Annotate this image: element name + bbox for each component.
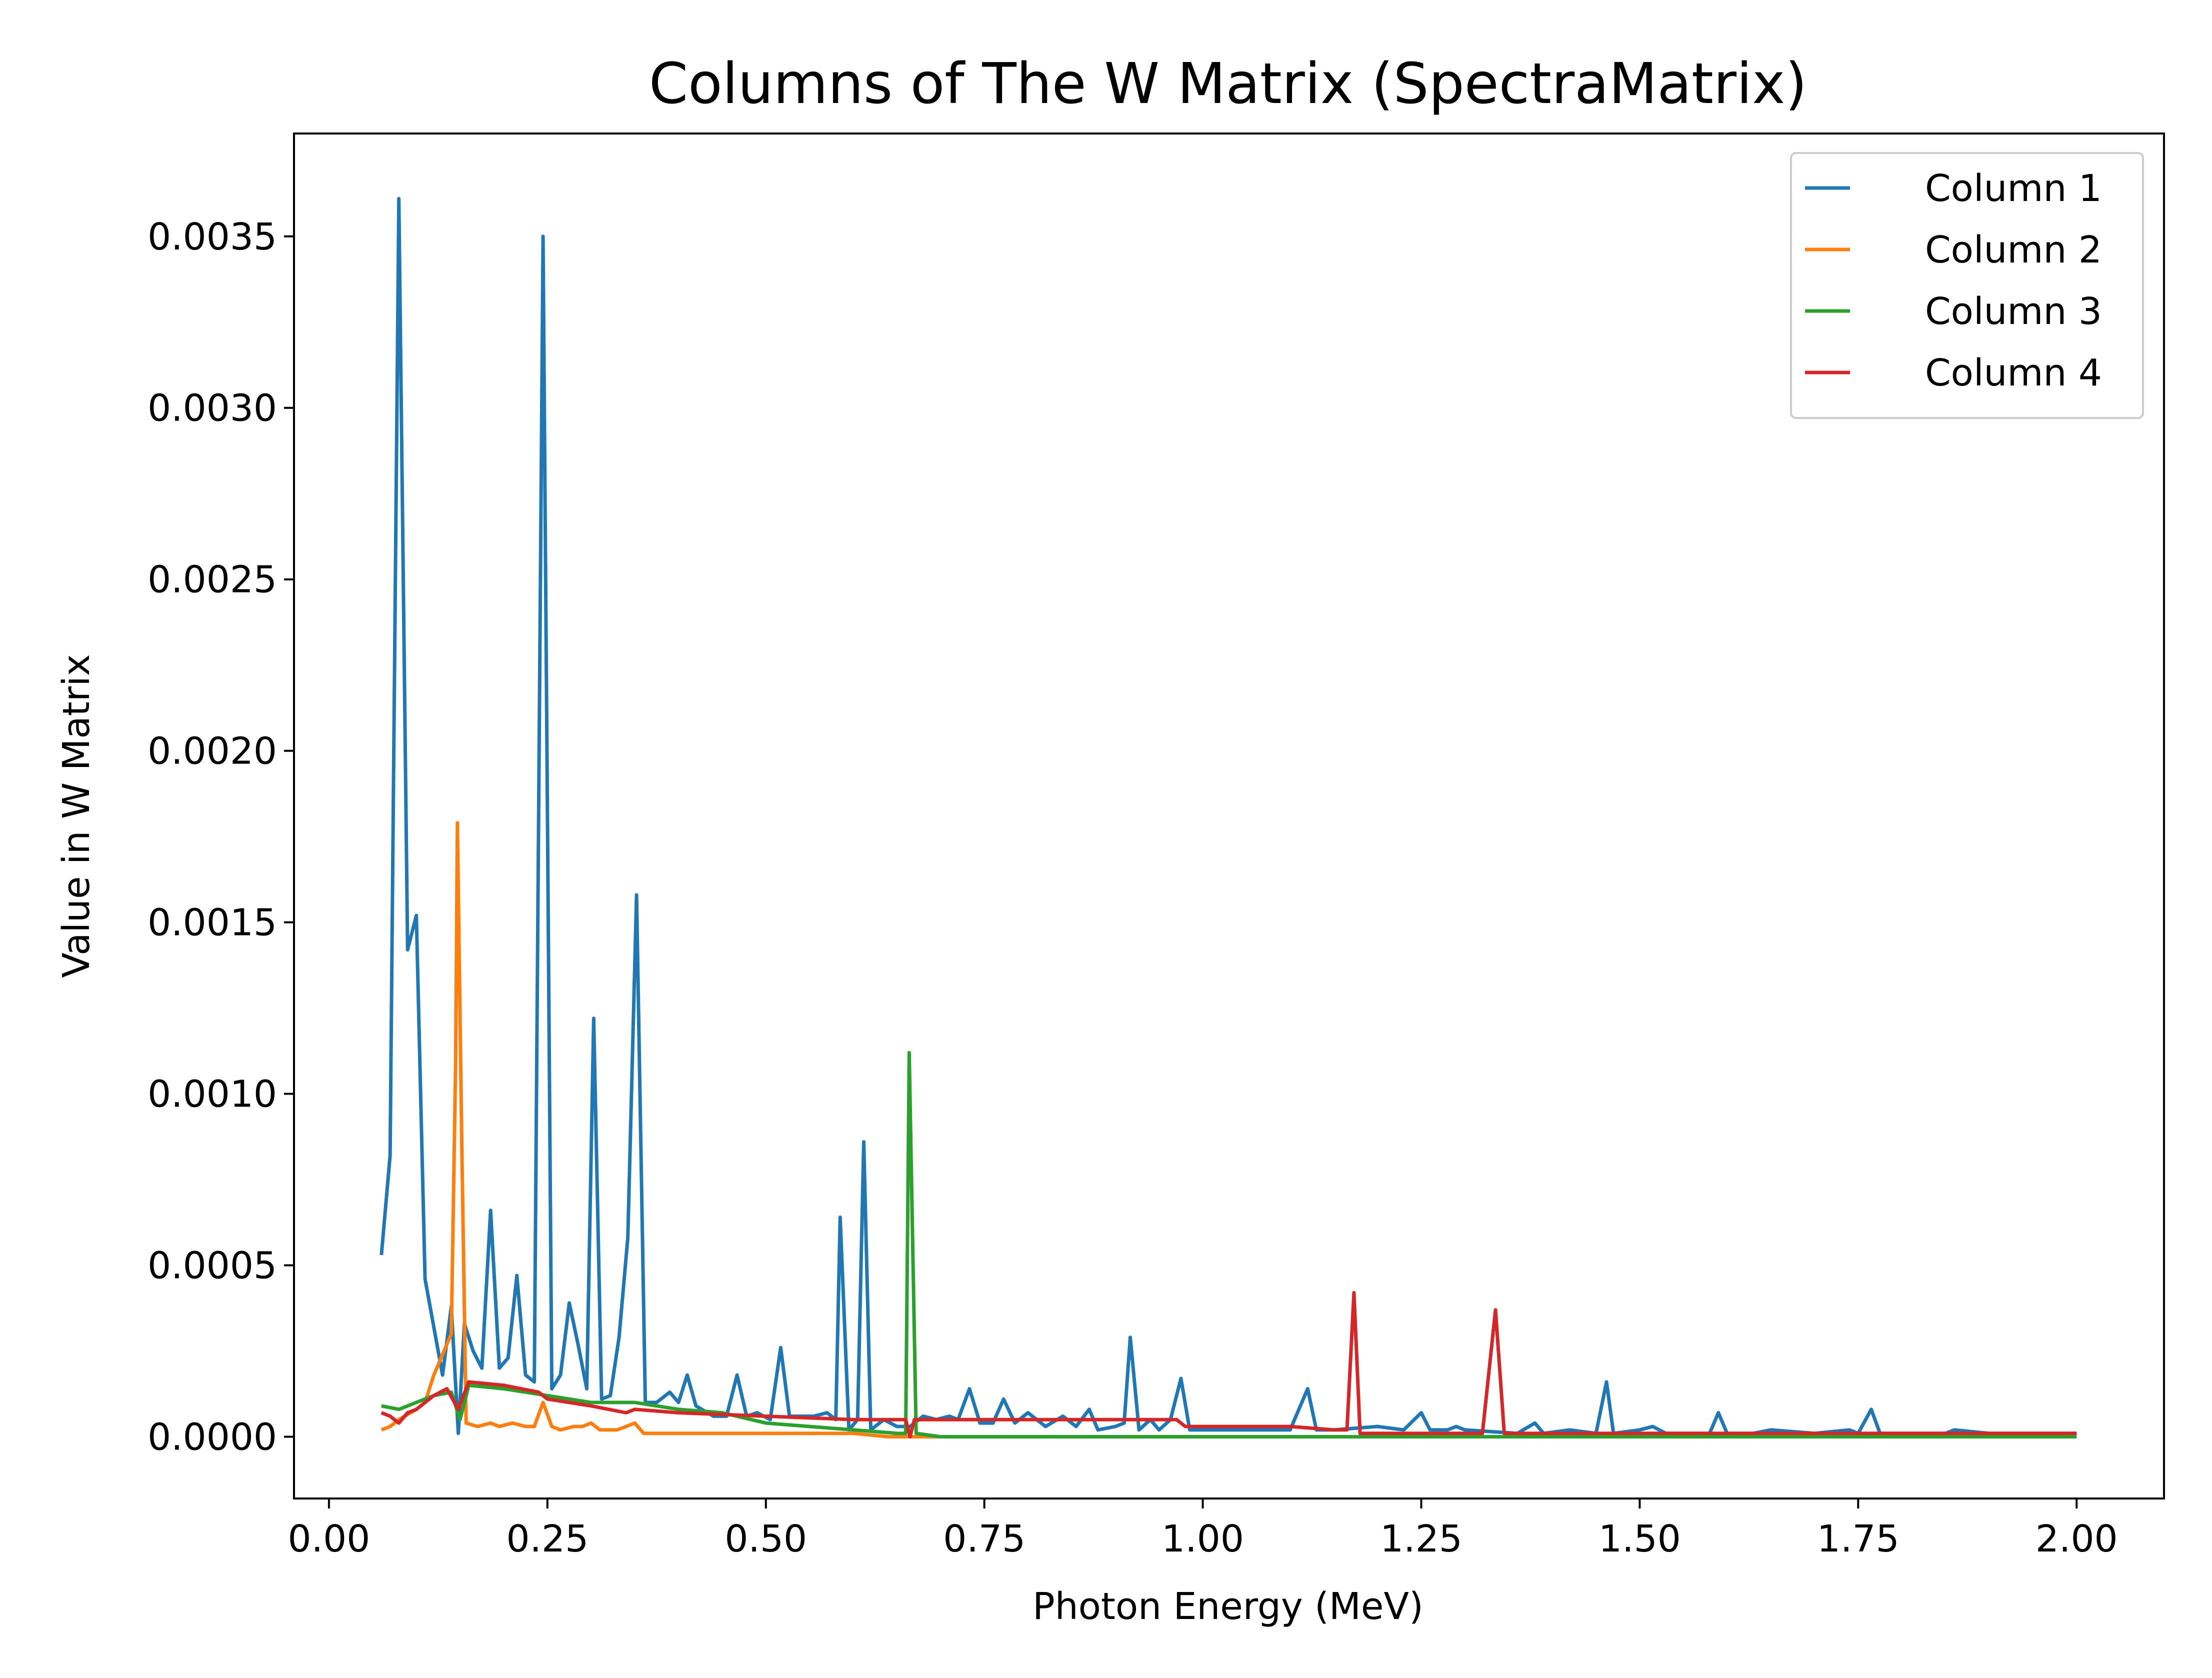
plot-area-frame [293, 132, 2165, 1500]
series-line-column-2 [380, 821, 2077, 1438]
y-tick-label: 0.0035 [148, 216, 277, 258]
x-tick-label: 1.75 [1817, 1518, 1900, 1560]
x-tick-label: 0.00 [288, 1518, 370, 1560]
x-tick-label: 0.75 [943, 1518, 1026, 1560]
series-line-column-4 [380, 1290, 2077, 1438]
legend-box [1790, 152, 2144, 419]
y-tick-label: 0.0010 [148, 1073, 277, 1116]
y-axis-ticks: 0.0000 0.0005 0.0010 0.0015 0.0020 0.0025 0.00… [148, 216, 294, 1459]
legend: Column 1 Column 2 Column 3 Column 4 [1790, 152, 2144, 419]
y-tick-label: 0.0005 [148, 1244, 277, 1288]
y-tick-label: 0.0015 [148, 902, 277, 944]
y-axis-label: Value in W Matrix [55, 654, 98, 978]
legend-label-column-3: Column 3 [1925, 290, 2102, 333]
legend-label-column-2: Column 2 [1925, 228, 2102, 272]
x-tick-label: 1.00 [1162, 1518, 1244, 1560]
x-axis-label: Photon Energy (MeV) [1032, 1585, 1424, 1628]
legend-label-column-1: Column 1 [1925, 167, 2102, 210]
series-lines [380, 196, 2077, 1438]
x-tick-label: 0.50 [724, 1518, 807, 1560]
y-tick-label: 0.0030 [148, 387, 277, 430]
x-tick-label: 1.50 [1598, 1518, 1681, 1560]
y-tick-label: 0.0025 [148, 558, 277, 602]
chart-title: Columns of The W Matrix (SpectraMatrix) [649, 52, 1807, 116]
x-axis-ticks: 0.00 0.25 0.50 0.75 1.00 1.25 1.50 1.75 2.00 [288, 1498, 2118, 1560]
y-tick-label: 0.0020 [148, 730, 277, 773]
x-tick-label: 2.00 [2036, 1518, 2118, 1560]
legend-label-column-4: Column 4 [1925, 352, 2102, 394]
y-tick-label: 0.0000 [148, 1416, 277, 1459]
x-tick-label: 0.25 [506, 1518, 588, 1560]
x-tick-label: 1.25 [1380, 1518, 1462, 1560]
